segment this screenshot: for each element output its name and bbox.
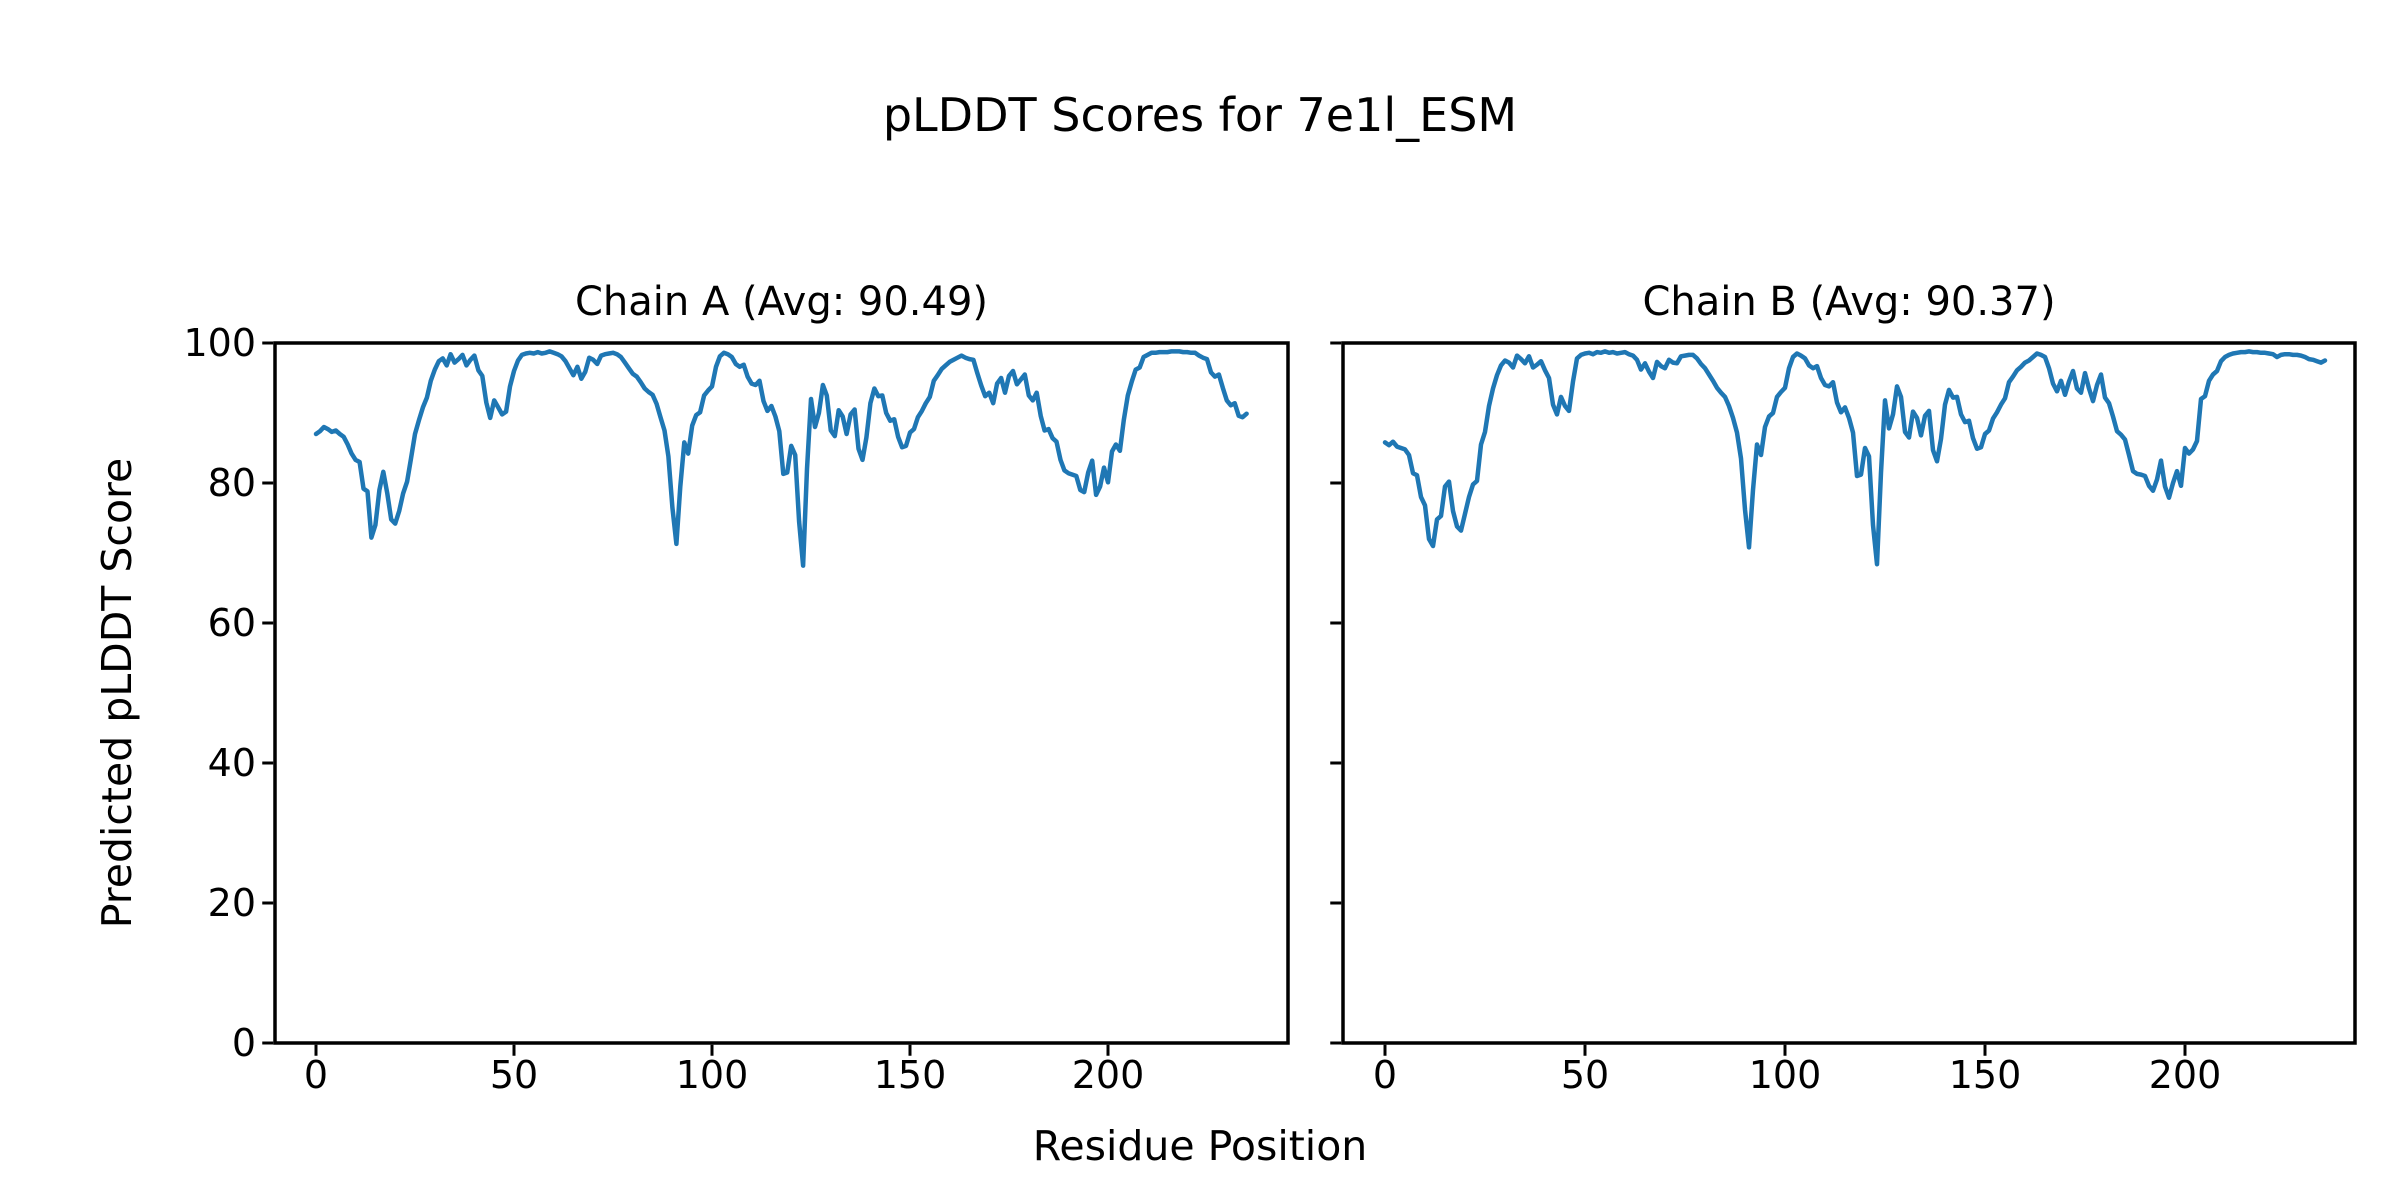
y-tick-label: 20: [207, 881, 256, 925]
plot-b-line: [1382, 349, 2328, 567]
subplot-title-chain-b: Chain B (Avg: 90.37): [1642, 279, 2056, 325]
x-tick-label: 0: [303, 1053, 329, 1097]
y-tick-label: 40: [207, 741, 256, 785]
y-tick-label: 80: [207, 461, 256, 505]
x-tick-label: 200: [1071, 1053, 1145, 1097]
figure-title: pLDDT Scores for 7e1l_ESM: [882, 88, 1518, 142]
x-tick-label: 50: [489, 1053, 539, 1097]
y-tick-label: 60: [207, 601, 256, 645]
subplot-title-chain-a: Chain A (Avg: 90.49): [574, 279, 989, 325]
x-tick-label: 100: [675, 1053, 749, 1097]
x-tick-label: 150: [873, 1053, 947, 1097]
x-tick-label: 200: [2148, 1053, 2222, 1097]
plot-a-frame: [273, 341, 1290, 1045]
plot-b-frame: [1341, 341, 2357, 1045]
y-tick-label: 100: [183, 321, 256, 365]
x-tick-label: 100: [1748, 1053, 1822, 1097]
plot-a-line: [313, 349, 1249, 568]
x-tick-label: 0: [1372, 1053, 1398, 1097]
x-axis-label: Residue Position: [1032, 1122, 1368, 1170]
x-tick-label: 150: [1948, 1053, 2022, 1097]
y-tick-label: 0: [231, 1021, 256, 1065]
y-axis-label: Predicted pLDDT Score: [93, 457, 141, 929]
x-tick-label: 50: [1560, 1053, 1610, 1097]
